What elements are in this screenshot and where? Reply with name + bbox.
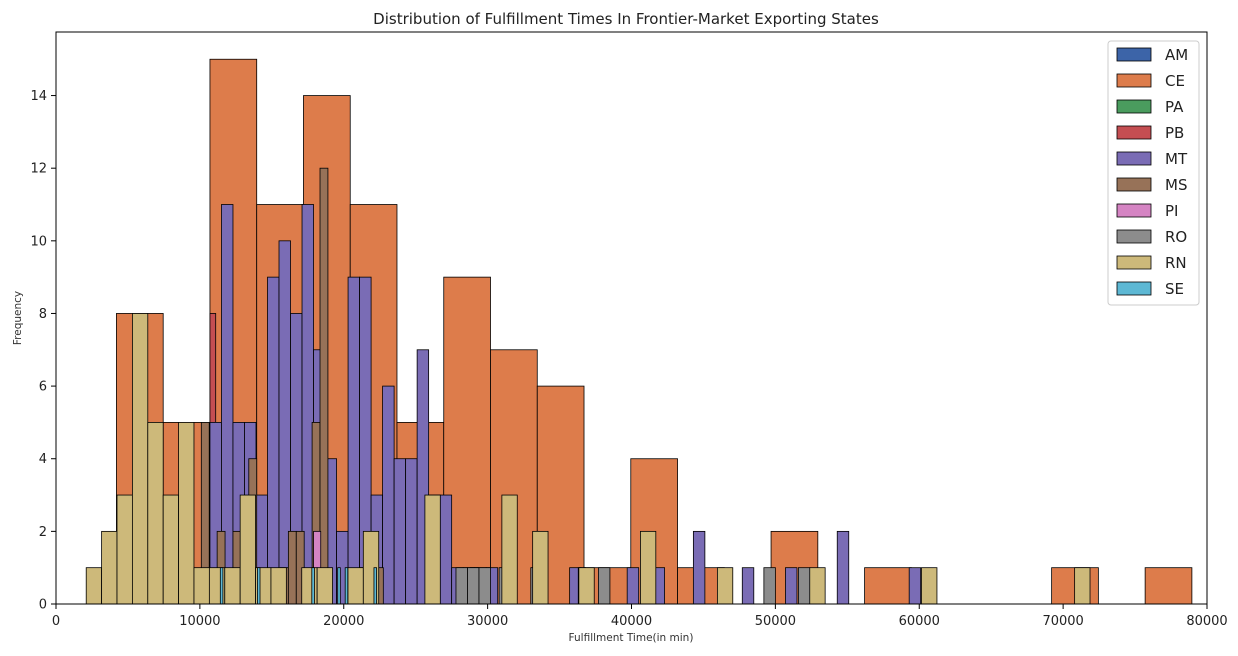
bar-se-3: [337, 567, 341, 605]
bar-rn-3: [131, 313, 149, 605]
legend-swatch-ce: [1116, 73, 1152, 88]
bar-mt-31: [836, 530, 850, 605]
x-tick-label: 80000: [1186, 614, 1227, 629]
bar-rn-4: [147, 422, 164, 605]
bar-mt-20: [439, 494, 453, 605]
x-tick-label: 40000: [611, 614, 652, 629]
bar-mt-12: [347, 276, 360, 605]
bar-ce-16: [864, 567, 912, 605]
legend-swatch-rn: [1116, 255, 1152, 270]
legend-swatch-pb: [1116, 125, 1152, 140]
bar-rn-12: [270, 567, 287, 605]
x-tick-label: 60000: [899, 614, 940, 629]
bar-rn-24: [921, 567, 938, 605]
bar-rn-6: [178, 422, 195, 605]
legend-label-pi: PI: [1165, 202, 1178, 220]
legend-swatch-pa: [1116, 99, 1152, 114]
y-tick-label: 2: [39, 525, 47, 540]
y-tick-label: 12: [30, 162, 47, 177]
bar-rn-2: [116, 494, 133, 605]
legend-label-am: AM: [1165, 46, 1188, 64]
y-tick-label: 14: [30, 89, 47, 104]
bar-mt-5: [267, 276, 280, 605]
bar-rn-19: [532, 530, 549, 605]
bar-mt-29: [741, 567, 755, 605]
legend-swatch-am: [1116, 47, 1152, 62]
legend-label-ro: RO: [1165, 228, 1187, 246]
bar-mt-30: [785, 567, 798, 605]
bar-rn-23: [809, 567, 826, 605]
legend-swatch-mt: [1116, 151, 1152, 166]
bar-rn-0: [85, 567, 102, 605]
bar-ro-1: [467, 567, 480, 605]
bar-se-1: [257, 567, 261, 605]
x-axis-label: Fulfillment Time(in min): [569, 632, 694, 644]
bar-mt-17: [405, 458, 418, 605]
bar-ro-5: [598, 567, 611, 605]
bar-ce-22: [1144, 567, 1193, 605]
legend-label-pb: PB: [1165, 124, 1184, 142]
legend-label-mt: MT: [1165, 150, 1188, 168]
legend-label-rn: RN: [1165, 254, 1187, 272]
x-tick-label: 70000: [1042, 614, 1083, 629]
bar-mt-26: [626, 567, 640, 605]
bar-ro-0: [455, 567, 468, 605]
bar-ro-2: [478, 567, 491, 605]
chart-title: Distribution of Fulfillment Times In Fro…: [373, 10, 879, 28]
x-tick-label: 30000: [467, 614, 508, 629]
bar-rn-17: [424, 494, 441, 605]
bar-mt-15: [382, 385, 395, 605]
bar-rn-1: [101, 530, 118, 605]
bar-se-4: [344, 567, 349, 605]
bar-rn-9: [224, 567, 241, 605]
bar-ro-6: [763, 567, 776, 605]
bar-mt-28: [692, 530, 706, 605]
bar-se-2: [311, 567, 315, 605]
y-tick-label: 6: [39, 380, 47, 395]
bar-mt-16: [393, 458, 407, 605]
x-tick-label: 50000: [755, 614, 796, 629]
bars-layer: [85, 58, 1193, 605]
bar-rn-7: [193, 567, 210, 605]
bar-rn-5: [162, 494, 179, 605]
legend-swatch-ms: [1116, 177, 1152, 192]
bar-rn-21: [640, 530, 657, 605]
bar-rn-22: [716, 567, 734, 605]
y-tick-label: 10: [30, 234, 47, 249]
bar-rn-18: [501, 494, 518, 605]
legend-swatch-se: [1116, 281, 1152, 296]
bar-ms-6: [287, 530, 297, 605]
bar-rn-25: [1074, 567, 1091, 605]
bar-se-5: [373, 567, 377, 605]
y-tick-label: 8: [39, 307, 47, 322]
bar-rn-20: [578, 567, 595, 605]
legend: AM CE PA PB MT MS PI RO RN SE: [1107, 40, 1200, 306]
bar-mt-32: [908, 567, 922, 605]
y-tick-label: 4: [39, 452, 47, 467]
series-rn: [85, 313, 1091, 605]
bar-rn-14: [316, 567, 333, 605]
legend-label-se: SE: [1165, 280, 1184, 298]
x-tick-label: 10000: [179, 614, 220, 629]
x-axis: 0 10000 20000 30000 40000 50000 60000 70000 8000…: [52, 604, 1228, 629]
legend-label-ce: CE: [1165, 72, 1185, 90]
bar-rn-13: [301, 567, 318, 605]
x-tick-label: 20000: [323, 614, 364, 629]
bar-se-0: [219, 567, 224, 605]
bar-ro-7: [797, 567, 811, 605]
legend-label-pa: PA: [1165, 98, 1184, 116]
x-tick-label: 0: [52, 614, 60, 629]
legend-label-ms: MS: [1165, 176, 1187, 194]
y-axis-label: Frequency: [12, 291, 24, 345]
bar-rn-10: [239, 494, 256, 605]
legend-swatch-ro: [1116, 229, 1152, 244]
y-axis: 0 2 4 6 8 10 12 14: [30, 89, 56, 613]
y-tick-label: 0: [39, 598, 47, 613]
legend-swatch-pi: [1116, 203, 1152, 218]
bar-ms-9: [319, 167, 329, 605]
bar-rn-15: [347, 567, 364, 605]
